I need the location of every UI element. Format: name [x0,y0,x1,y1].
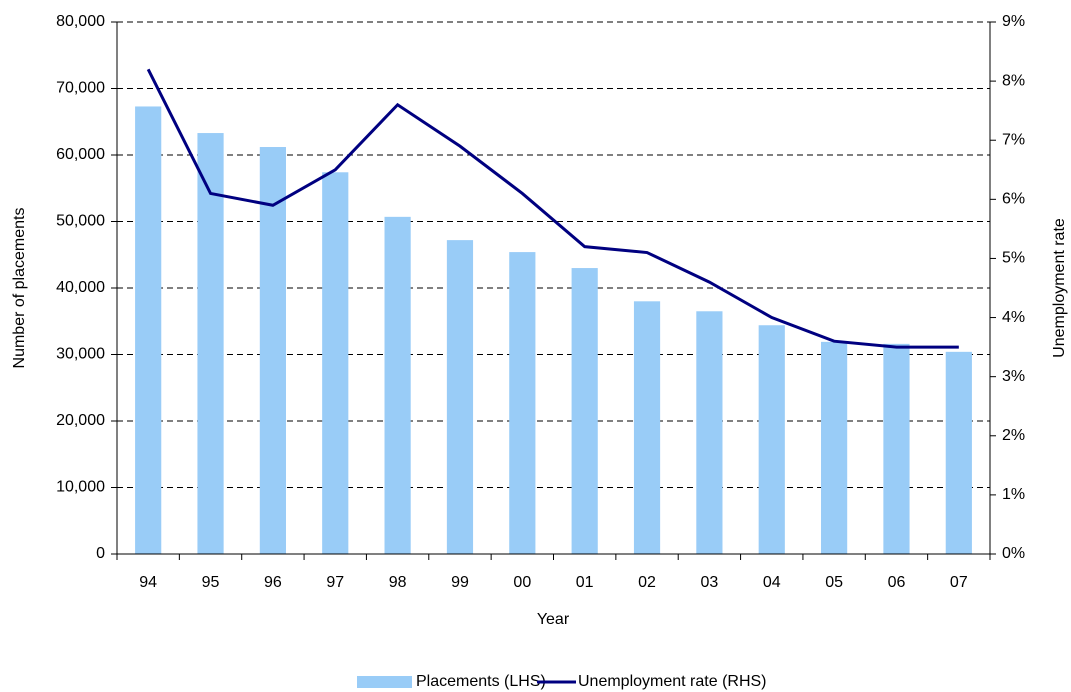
y-tick-label: 20,000 [56,412,105,429]
y-tick-label: 50,000 [56,213,105,230]
x-tick-label: 95 [202,574,220,591]
y2-tick-label: 5% [1002,250,1025,267]
y2-tick-label: 8% [1002,72,1025,89]
x-tick-label: 04 [763,574,781,591]
bar [571,268,598,554]
x-tick-label: 03 [700,574,718,591]
line [146,68,959,349]
legend-label: Placements (LHS) [416,673,546,690]
bar [696,311,723,554]
x-tick-label: 99 [451,574,469,591]
x-tick-label: 05 [825,574,843,591]
x-tick-label: 98 [389,574,407,591]
bar [883,343,910,554]
y-tick-label: 30,000 [56,346,105,363]
y2-tick-label: 6% [1002,191,1025,208]
legend-swatch [357,676,412,688]
bar [821,341,848,554]
y-tick-label: 40,000 [56,279,105,296]
bar [259,147,286,554]
bar [633,301,661,554]
x-tick-label: 07 [950,574,968,591]
x-tick-label: 06 [888,574,906,591]
y2-tick-label: 2% [1002,427,1025,444]
y-axis-title: Number of placements [11,208,28,369]
x-tick-label: 94 [139,574,157,591]
bar [384,216,411,554]
bar [945,351,972,554]
y-tick-label: 70,000 [56,80,105,97]
y2-tick-label: 1% [1002,486,1025,503]
bar [322,172,349,555]
x-tick-label: 00 [513,574,531,591]
x-tick-label: 97 [326,574,344,591]
bar [509,252,536,554]
y2-tick-label: 4% [1002,309,1025,326]
x-axis-title: Year [537,611,570,628]
x-tick-label: 01 [576,574,594,591]
legend-label: Unemployment rate (RHS) [578,673,767,690]
y2-tick-label: 3% [1002,368,1025,385]
x-tick-label: 02 [638,574,656,591]
y2-tick-label: 0% [1002,545,1025,562]
y-tick-label: 10,000 [56,479,105,496]
y2-axis-title: Unemployment rate [1051,218,1068,358]
y-tick-label: 60,000 [56,146,105,163]
y-tick-label: 0 [96,545,105,562]
bar [758,325,785,554]
bar [135,106,162,554]
bar [197,133,224,554]
x-tick-label: 96 [264,574,282,591]
y2-tick-label: 9% [1002,13,1025,30]
y2-tick-label: 7% [1002,131,1025,148]
bar [446,240,474,554]
y-tick-label: 80,000 [56,13,105,30]
